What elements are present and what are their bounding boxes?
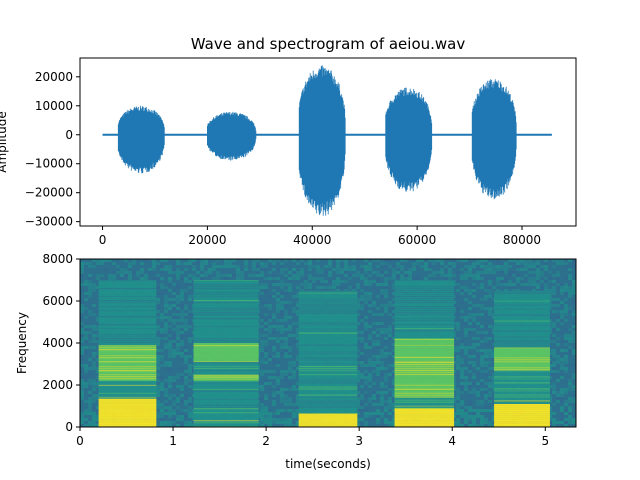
spectrogram-x-tick-label: 2 bbox=[262, 434, 270, 448]
spectrogram-y-tick-label: 4000 bbox=[42, 336, 73, 350]
waveform-x-tick-label: 20000 bbox=[188, 233, 226, 247]
waveform-x-tick-label: 40000 bbox=[293, 233, 331, 247]
spectrogram-y-ticks: 0 2000 4000 6000 8000 bbox=[42, 252, 80, 434]
chart-title: Wave and spectrogram of aeiou.wav bbox=[191, 35, 466, 53]
waveform-x-tick-label: 80000 bbox=[503, 233, 541, 247]
waveform-y-label: Amplitude bbox=[0, 111, 9, 173]
spectrogram-x-tick-label: 4 bbox=[448, 434, 456, 448]
waveform-panel: 0 20000 40000 60000 80000 −30000 −20000 −10000… bbox=[0, 57, 577, 247]
spectrogram-x-ticks: 0 1 2 3 4 5 bbox=[76, 427, 549, 448]
spectrogram-y-tick-label: 0 bbox=[65, 420, 73, 434]
spectrogram-x-label: time(seconds) bbox=[285, 457, 371, 471]
spectrogram-x-tick-label: 5 bbox=[541, 434, 549, 448]
spectrogram-panel: 0 1 2 3 4 5 0 2000 4000 6000 8000 time(seconds) F… bbox=[15, 252, 577, 471]
waveform-segment-3 bbox=[298, 65, 346, 216]
waveform-y-ticks: −30000 −20000 −10000 0 10000 20000 bbox=[25, 70, 80, 229]
waveform-x-tick-label: 0 bbox=[99, 233, 107, 247]
spectrogram-vowel-1 bbox=[98, 280, 157, 427]
waveform-frame bbox=[79, 57, 577, 227]
spectrogram-vowel-3 bbox=[298, 290, 358, 427]
spectrogram-y-label: Frequency bbox=[15, 312, 29, 374]
spectrogram-x-tick-label: 0 bbox=[76, 434, 84, 448]
spectrogram-vowel-2 bbox=[193, 280, 259, 427]
spectrogram-x-tick-label: 1 bbox=[169, 434, 177, 448]
waveform-plot-area bbox=[102, 65, 552, 216]
spectrogram-vowel-5 bbox=[494, 290, 550, 427]
spectrogram-vowel-4 bbox=[394, 280, 455, 427]
waveform-y-tick-label: 20000 bbox=[35, 70, 73, 84]
waveform-segment-2 bbox=[207, 111, 257, 161]
spectrogram-y-tick-label: 2000 bbox=[42, 378, 73, 392]
waveform-y-tick-label: −30000 bbox=[25, 215, 73, 229]
waveform-x-ticks: 0 20000 40000 60000 80000 bbox=[99, 226, 541, 247]
waveform-y-tick-label: 0 bbox=[65, 128, 73, 142]
waveform-segment-5 bbox=[471, 79, 517, 200]
spectrogram-y-tick-label: 8000 bbox=[42, 252, 73, 266]
waveform-y-tick-label: −20000 bbox=[25, 186, 73, 200]
waveform-segment-1 bbox=[117, 105, 165, 174]
spectrogram-plot-area bbox=[80, 259, 576, 427]
waveform-y-tick-label: 10000 bbox=[35, 99, 73, 113]
spectrogram-x-tick-label: 3 bbox=[355, 434, 363, 448]
waveform-segment-4 bbox=[385, 87, 433, 192]
waveform-x-tick-label: 60000 bbox=[398, 233, 436, 247]
waveform-y-tick-label: −10000 bbox=[25, 157, 73, 171]
spectrogram-y-tick-label: 6000 bbox=[42, 294, 73, 308]
